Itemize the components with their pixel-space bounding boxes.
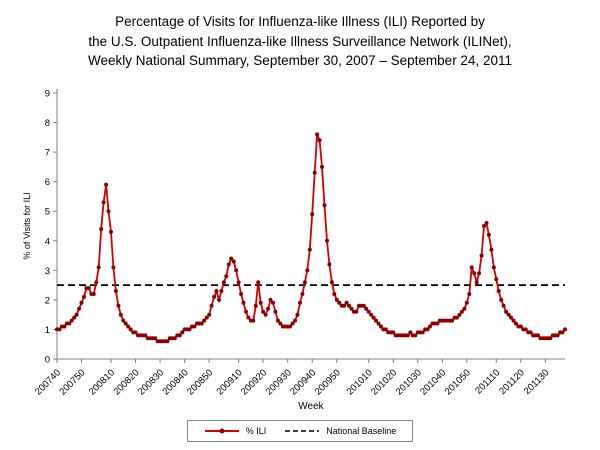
y-tick-label: 2 bbox=[45, 295, 50, 306]
x-tick-label: 200950 bbox=[313, 367, 343, 397]
legend-item-baseline: National Baseline bbox=[284, 426, 396, 436]
legend-baseline-label: National Baseline bbox=[326, 426, 397, 436]
y-tick-label: 0 bbox=[45, 354, 50, 365]
chart-title: Percentage of Visits for Influenza-like … bbox=[0, 0, 600, 71]
x-tick-label: 201020 bbox=[369, 367, 399, 397]
x-tick-label: 201040 bbox=[418, 367, 448, 397]
y-tick-label: 4 bbox=[45, 236, 50, 247]
x-tick-label: 200920 bbox=[239, 367, 269, 397]
x-tick-label: 201120 bbox=[497, 367, 527, 397]
chart-title-line-1: Percentage of Visits for Influenza-like … bbox=[115, 14, 485, 29]
x-tick-label: 201030 bbox=[394, 367, 424, 397]
y-tick-label: 8 bbox=[45, 118, 50, 129]
ili-series-line bbox=[57, 133, 566, 342]
x-tick-label: 200740 bbox=[33, 367, 63, 397]
x-tick-label: 200940 bbox=[288, 367, 318, 397]
x-tick-label: 201010 bbox=[345, 367, 375, 397]
chart-title-line-2: the U.S. Outpatient Influenza-like Illne… bbox=[88, 33, 512, 49]
baseline-line-swatch bbox=[285, 430, 320, 432]
x-tick-label: 201050 bbox=[443, 367, 473, 397]
x-tick-label: 200830 bbox=[136, 367, 166, 397]
x-tick-label: 200910 bbox=[215, 367, 245, 397]
x-axis-title: Week bbox=[298, 401, 324, 412]
x-tick-label: 200840 bbox=[161, 367, 191, 397]
legend-ili-label: % ILI bbox=[245, 426, 267, 436]
x-tick-label: 200750 bbox=[57, 367, 87, 397]
chart-title-line-3: Weekly National Summary, September 30, 2… bbox=[88, 53, 512, 69]
x-tick-label: 200930 bbox=[264, 367, 294, 397]
legend-box: % ILI National Baseline bbox=[186, 420, 414, 442]
y-tick-label: 9 bbox=[45, 88, 50, 99]
legend-item-ili: % ILI bbox=[204, 426, 267, 436]
x-tick-label: 200850 bbox=[185, 367, 215, 397]
chart-legend: % ILI National Baseline bbox=[0, 420, 600, 442]
y-tick-label: 7 bbox=[45, 147, 50, 158]
y-tick-label: 6 bbox=[45, 177, 50, 188]
ili-series-markers bbox=[55, 132, 567, 343]
x-tick-label: 201110 bbox=[473, 367, 502, 396]
ili-line-swatch bbox=[204, 428, 239, 434]
x-tick-label: 200820 bbox=[111, 367, 141, 397]
y-tick-label: 5 bbox=[45, 206, 50, 217]
y-axis-title: % of Visits for ILI bbox=[22, 192, 32, 259]
x-tick-label: 201130 bbox=[522, 367, 552, 397]
y-tick-label: 3 bbox=[45, 266, 50, 277]
x-tick-label: 200810 bbox=[87, 367, 117, 397]
y-tick-label: 1 bbox=[45, 325, 50, 336]
